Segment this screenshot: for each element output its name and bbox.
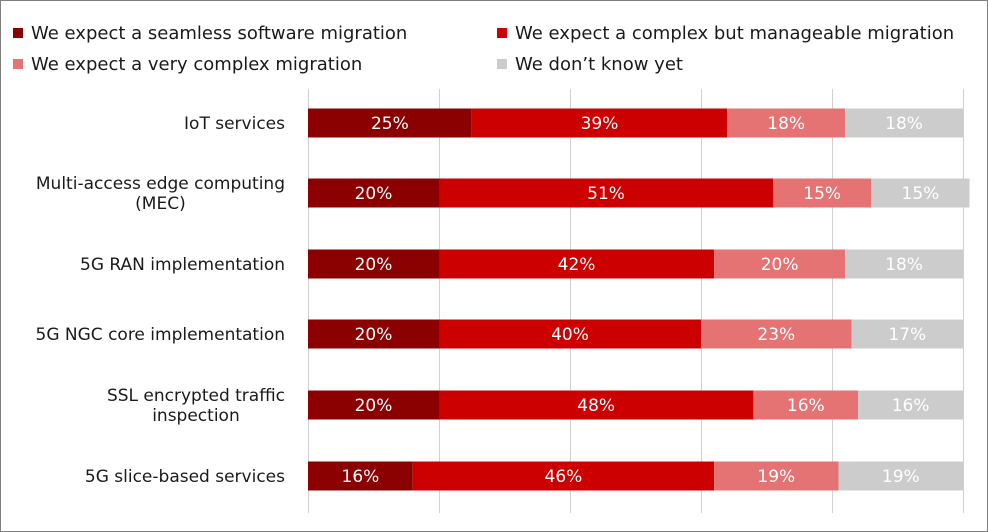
bar-segment: [838, 461, 963, 491]
data-label: 42%: [558, 255, 596, 275]
bar-segment: [308, 319, 439, 349]
bar-segment: [701, 319, 852, 349]
bar-segment: [845, 249, 963, 279]
data-label: 16%: [787, 396, 825, 416]
data-label: 18%: [885, 114, 923, 134]
data-label: 16%: [892, 396, 930, 416]
bar-segment: [851, 319, 963, 349]
bar-segment: [858, 390, 963, 420]
legend-item: We expect a seamless software migration: [13, 23, 407, 45]
bar-segment: [308, 461, 413, 491]
data-label: 16%: [342, 467, 380, 487]
legend: We expect a seamless software migration W…: [1, 1, 987, 91]
bar-segment: [308, 178, 439, 208]
bar-segment: [471, 108, 728, 138]
legend-label: We expect a seamless software migration: [31, 23, 408, 44]
data-label: 51%: [587, 184, 625, 204]
bar-segment: [439, 319, 701, 349]
bar-segment: [714, 249, 846, 279]
category-label: Multi-access edge computing: [36, 174, 285, 194]
bar-segment: [308, 249, 439, 279]
legend-item: We expect a very complex migration: [13, 54, 362, 76]
bar-segment: [773, 178, 872, 208]
legend-label: We don’t know yet: [515, 54, 683, 75]
data-label: 25%: [371, 114, 409, 134]
category-label: (MEC): [135, 194, 186, 214]
bar-segment: [439, 178, 774, 208]
data-label: 20%: [355, 184, 393, 204]
legend-item: We don’t know yet: [497, 54, 683, 76]
category-label: 5G NGC core implementation: [36, 325, 285, 345]
bar-segment: [727, 108, 846, 138]
bar-segment: [412, 461, 715, 491]
data-label: 15%: [803, 184, 841, 204]
data-label: 48%: [577, 396, 615, 416]
category-label: 5G RAN implementation: [80, 255, 285, 275]
data-label: 15%: [902, 184, 940, 204]
data-label: 39%: [581, 114, 619, 134]
data-label: 19%: [882, 467, 920, 487]
data-label: 18%: [885, 255, 923, 275]
data-label: 20%: [355, 255, 393, 275]
legend-label: We expect a very complex migration: [31, 54, 363, 75]
category-label: SSL encrypted traffic: [107, 386, 285, 406]
data-label: 20%: [355, 325, 393, 345]
data-label: 18%: [767, 114, 805, 134]
data-label: 20%: [761, 255, 799, 275]
legend-label: We expect a complex but manageable migra…: [515, 23, 955, 44]
category-label: IoT services: [184, 114, 285, 134]
legend-swatch: [13, 59, 23, 69]
legend-swatch: [497, 59, 507, 69]
bar-segment: [308, 108, 472, 138]
data-label: 20%: [355, 396, 393, 416]
bar-segment: [871, 178, 970, 208]
category-label: 5G slice-based services: [85, 467, 285, 487]
bar-segment: [714, 461, 839, 491]
data-label: 40%: [551, 325, 589, 345]
data-label: 46%: [545, 467, 583, 487]
bar-segment: [308, 390, 439, 420]
bar-segment: [439, 249, 715, 279]
data-label: 19%: [757, 467, 795, 487]
category-label: inspection: [152, 406, 240, 426]
legend-item: We expect a complex but manageable migra…: [497, 23, 954, 45]
bar-segment: [439, 390, 754, 420]
data-label: 17%: [888, 325, 926, 345]
legend-swatch: [13, 28, 23, 38]
legend-swatch: [497, 28, 507, 38]
bar-segment: [753, 390, 859, 420]
data-label: 23%: [757, 325, 795, 345]
bar-segment: [845, 108, 963, 138]
